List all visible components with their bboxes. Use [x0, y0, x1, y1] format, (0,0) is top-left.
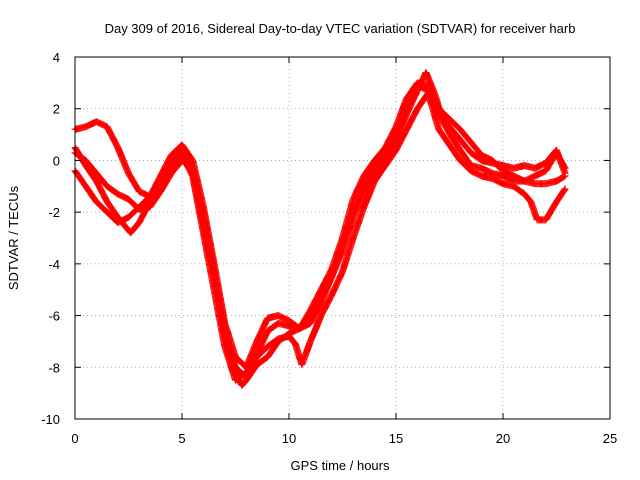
y-tick-labels: -10 -8 -6 -4 -2 0 2 4: [41, 50, 60, 427]
x-tick-label: 10: [282, 431, 296, 446]
data-point-marker: [561, 172, 569, 180]
chart-title: Day 309 of 2016, Sidereal Day-to-day VTE…: [105, 21, 576, 36]
x-tick-label: 5: [178, 431, 185, 446]
axis-ticks: [74, 56, 611, 420]
y-tick-label: -8: [48, 360, 60, 375]
y-tick-label: -4: [48, 257, 60, 272]
x-tick-label: 25: [603, 431, 617, 446]
data-point-marker: [560, 173, 568, 180]
data-point-marker: [291, 339, 299, 347]
x-tick-labels: 0 5 10 15 20 25: [71, 431, 617, 446]
plot-border: [74, 56, 611, 420]
y-tick-label: 4: [53, 50, 60, 65]
data-series-2: [71, 81, 569, 371]
data-series: [71, 69, 569, 389]
y-axis-label: SDTVAR / TECUs: [6, 185, 21, 290]
data-point-marker: [561, 186, 568, 194]
y-tick-label: -6: [48, 309, 60, 324]
data-point-marker: [560, 187, 568, 195]
x-tick-label: 15: [389, 431, 403, 446]
x-axis-label: GPS time / hours: [291, 458, 390, 473]
data-series-3: [71, 89, 569, 384]
y-tick-label: -2: [48, 205, 60, 220]
data-series-4: [71, 79, 569, 382]
x-tick-label: 0: [71, 431, 78, 446]
data-point-marker: [561, 185, 569, 193]
y-tick-label: 2: [53, 102, 60, 117]
data-series-1: [71, 69, 569, 389]
x-tick-label: 20: [496, 431, 510, 446]
y-tick-label: -10: [41, 412, 60, 427]
y-tick-label: 0: [53, 153, 60, 168]
